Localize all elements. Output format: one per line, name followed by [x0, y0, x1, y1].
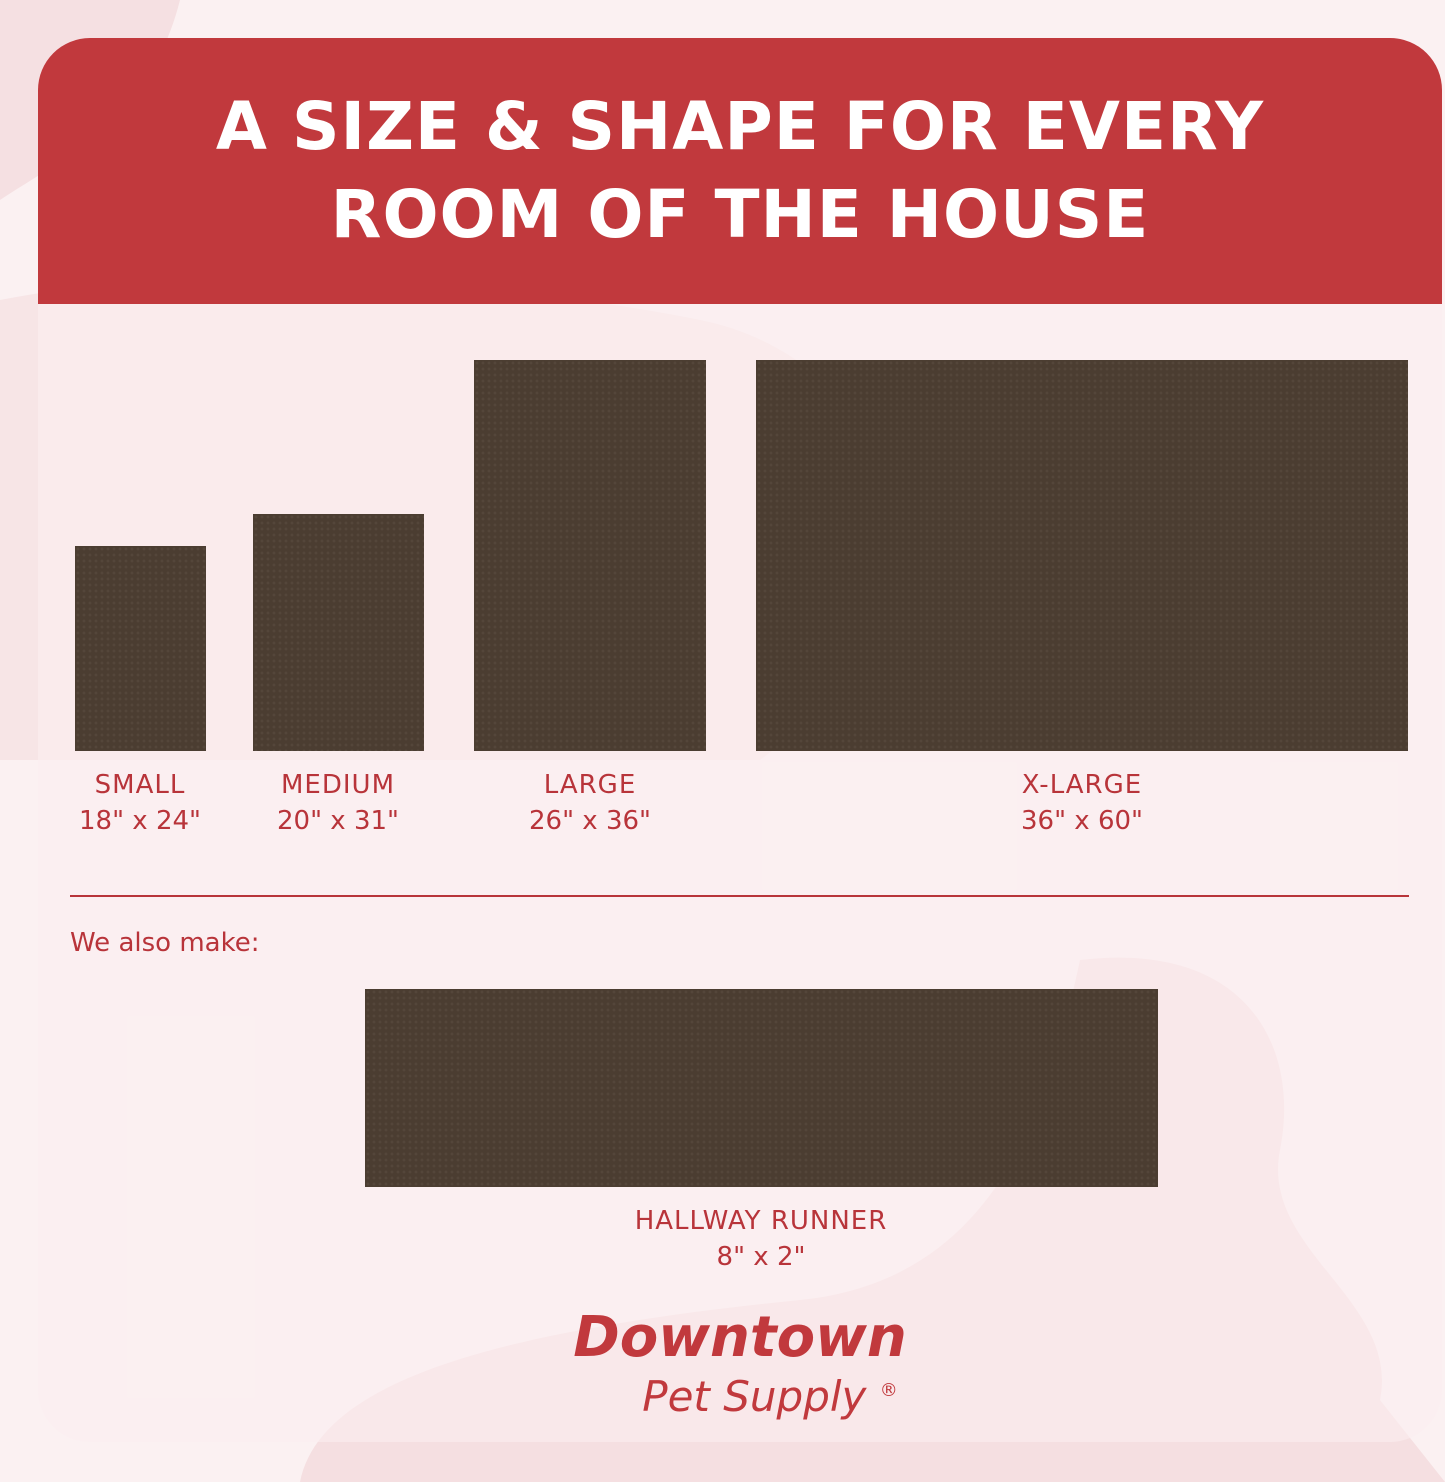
logo-line-1: Downtown [573, 1305, 907, 1370]
title-line-2: ROOM OF THE HOUSE [330, 176, 1150, 253]
size-name: LARGE [543, 770, 637, 800]
header-banner: A SIZE & SHAPE FOR EVERY ROOM OF THE HOU… [38, 38, 1442, 304]
size-name: X-LARGE [1021, 770, 1143, 800]
size-dims: 20" x 31" [276, 806, 400, 836]
brand-logo: Downtown Pet Supply ® [573, 1308, 906, 1420]
mat-x-large [756, 360, 1408, 751]
size-dims: 36" x 60" [1020, 806, 1144, 836]
size-label-x-large: X-LARGE 36" x 60" [1021, 767, 1143, 839]
size-dims: 26" x 36" [528, 806, 652, 836]
mat-large [474, 360, 706, 751]
logo-line-2: Pet Supply [642, 1372, 867, 1421]
registered-mark: ® [879, 1380, 898, 1401]
size-label-runner: HALLWAY RUNNER 8" x 2" [635, 1203, 888, 1275]
mat-small [75, 546, 206, 751]
mat-hallway-runner [365, 989, 1158, 1187]
size-label-large: LARGE 26" x 36" [529, 767, 651, 839]
mat-medium [253, 514, 424, 751]
size-dims: 18" x 24" [78, 806, 202, 836]
size-name: MEDIUM [280, 770, 396, 800]
size-label-small: SMALL 18" x 24" [79, 767, 201, 839]
title-line-1: A SIZE & SHAPE FOR EVERY [215, 88, 1265, 165]
size-name: HALLWAY RUNNER [634, 1206, 888, 1236]
size-label-medium: MEDIUM 20" x 31" [277, 767, 399, 839]
size-name: SMALL [94, 770, 186, 800]
also-make-label: We also make: [70, 928, 260, 958]
size-dims: 8" x 2" [716, 1242, 806, 1272]
divider [70, 895, 1409, 897]
